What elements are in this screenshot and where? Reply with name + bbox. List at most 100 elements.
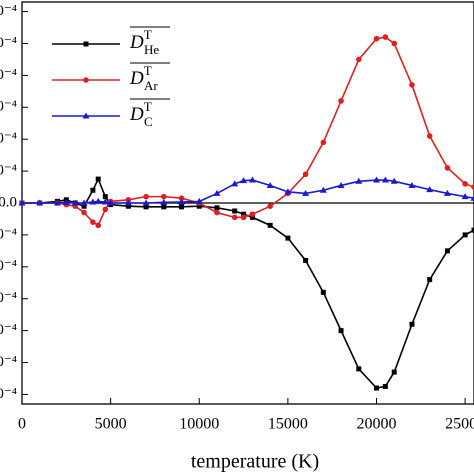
marker — [461, 193, 469, 200]
marker — [195, 197, 203, 204]
marker — [374, 385, 380, 391]
legend-name: D — [129, 32, 144, 53]
marker — [95, 222, 102, 229]
marker — [124, 199, 132, 206]
marker — [266, 181, 274, 188]
marker — [240, 177, 248, 184]
marker — [373, 35, 380, 42]
x-tick-label: 0 — [18, 416, 26, 433]
marker — [471, 184, 474, 190]
marker — [443, 189, 451, 196]
marker — [231, 180, 239, 187]
marker — [196, 203, 202, 209]
marker — [214, 209, 220, 216]
marker — [267, 222, 273, 228]
marker — [427, 277, 433, 283]
marker — [102, 194, 108, 200]
marker — [302, 189, 310, 196]
y-tick-label: 1.0x10⁻⁴ — [0, 163, 17, 179]
series-line — [22, 179, 474, 204]
marker — [161, 204, 167, 210]
y-tick-label: -3.0x10⁻⁴ — [0, 290, 17, 306]
x-axis-label: temperature (K) — [191, 451, 319, 473]
marker — [90, 187, 96, 193]
x-tick-label: 20000 — [357, 416, 397, 433]
marker — [382, 383, 388, 389]
marker — [470, 194, 474, 201]
marker — [462, 181, 468, 187]
marker — [319, 186, 327, 193]
marker — [213, 189, 221, 196]
marker — [83, 77, 89, 83]
marker — [232, 208, 238, 214]
marker — [249, 211, 256, 217]
marker — [356, 366, 362, 372]
marker — [241, 211, 247, 217]
marker — [409, 82, 415, 88]
marker — [18, 199, 26, 206]
y-tick-label: -4.0x10⁻⁴ — [0, 322, 17, 338]
y-tick-label: 0.0 — [0, 194, 17, 210]
marker — [160, 198, 168, 205]
y-tick-label: 2.0x10⁻⁴ — [0, 131, 17, 147]
y-tick-label: -1.0x10⁻⁴ — [0, 226, 17, 242]
marker — [409, 321, 415, 327]
legend-superscript: T — [144, 27, 152, 42]
marker — [320, 289, 326, 295]
marker — [178, 198, 186, 205]
marker — [267, 203, 273, 209]
x-tick-label: 5000 — [95, 416, 127, 433]
y-tick-label: -2.0x10⁻⁴ — [0, 258, 17, 274]
legend-label: DT He — [129, 27, 159, 57]
marker — [81, 203, 87, 209]
marker — [426, 186, 434, 193]
marker — [338, 328, 344, 334]
marker — [381, 176, 389, 183]
marker — [143, 204, 149, 210]
marker — [444, 248, 450, 254]
marker — [53, 199, 61, 206]
y-tick-label: -5.0x10⁻⁴ — [0, 354, 17, 370]
marker — [62, 198, 70, 205]
marker — [337, 181, 345, 188]
marker — [71, 199, 79, 206]
marker — [102, 206, 109, 213]
marker — [161, 193, 167, 200]
legend-label: DT Ar — [129, 63, 158, 93]
marker — [80, 199, 88, 206]
y-tick-label: 4.0x10⁻⁴ — [0, 67, 17, 83]
marker — [355, 56, 362, 63]
legend-name: D — [129, 68, 144, 89]
marker — [285, 235, 291, 241]
marker — [284, 188, 292, 195]
marker — [83, 41, 89, 47]
marker — [373, 176, 381, 183]
marker — [355, 177, 363, 184]
marker — [382, 34, 389, 40]
x-tick-label: 15000 — [268, 416, 308, 433]
marker — [179, 204, 185, 210]
y-tick-label: 5.0x10⁻⁴ — [0, 35, 17, 51]
legend-name: D — [129, 104, 144, 125]
marker — [303, 257, 309, 263]
marker — [214, 205, 220, 211]
marker — [82, 112, 90, 119]
legend-subscript: Ar — [144, 78, 158, 93]
marker — [95, 176, 101, 182]
y-tick-label: 3.0x10⁻⁴ — [0, 99, 17, 115]
marker — [426, 133, 433, 139]
marker — [240, 214, 247, 221]
marker — [338, 98, 344, 104]
legend-superscript: T — [144, 63, 152, 78]
marker — [143, 193, 149, 200]
marker — [101, 198, 109, 205]
marker — [94, 197, 102, 204]
marker — [302, 171, 309, 178]
marker — [81, 209, 87, 216]
y-tick-label: 6.0x10⁻⁴ — [0, 3, 17, 19]
marker — [391, 40, 398, 47]
legend-subscript: C — [144, 114, 153, 129]
marker — [36, 199, 44, 206]
